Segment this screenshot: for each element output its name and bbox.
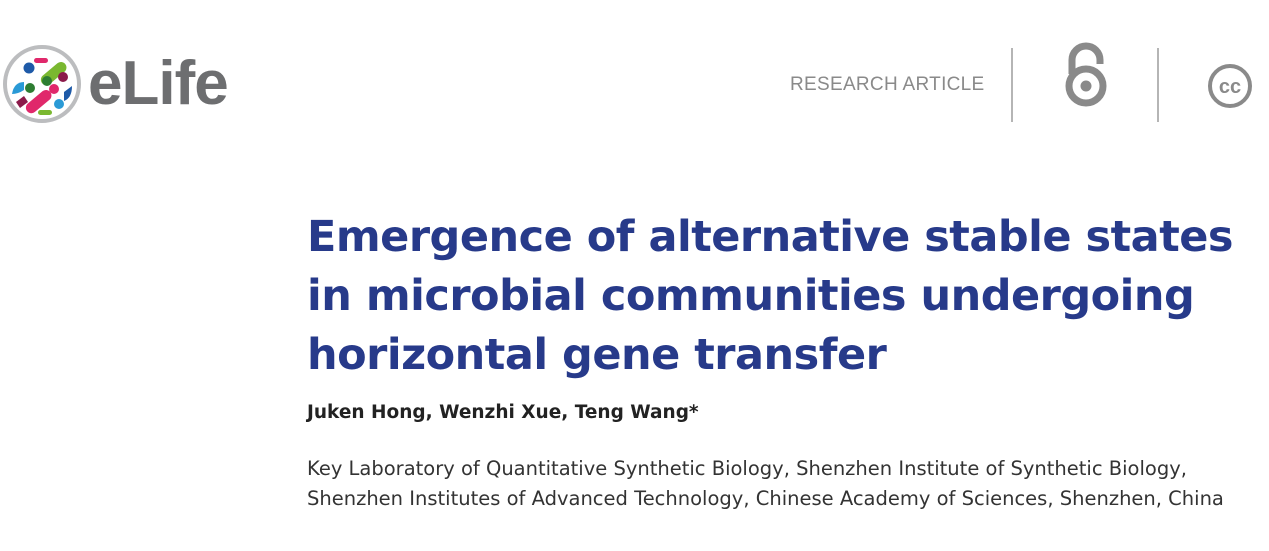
creative-commons-icon[interactable]: cc <box>1207 63 1253 109</box>
elife-logo-text: eLife <box>88 49 229 118</box>
cc-text: cc <box>1219 76 1241 98</box>
article-authors: Juken Hong, Wenzhi Xue, Teng Wang* <box>307 402 699 423</box>
divider <box>1157 48 1159 122</box>
elife-logo-mark-icon <box>3 45 81 123</box>
article-title: Emergence of alternative stable states i… <box>307 212 1234 380</box>
elife-logo[interactable]: eLife <box>2 44 229 124</box>
open-access-icon[interactable] <box>1064 42 1108 108</box>
divider <box>1011 48 1013 122</box>
article-affiliation: Key Laboratory of Quantitative Synthetic… <box>307 457 1224 510</box>
article-type-label: RESEARCH ARTICLE <box>790 74 985 95</box>
